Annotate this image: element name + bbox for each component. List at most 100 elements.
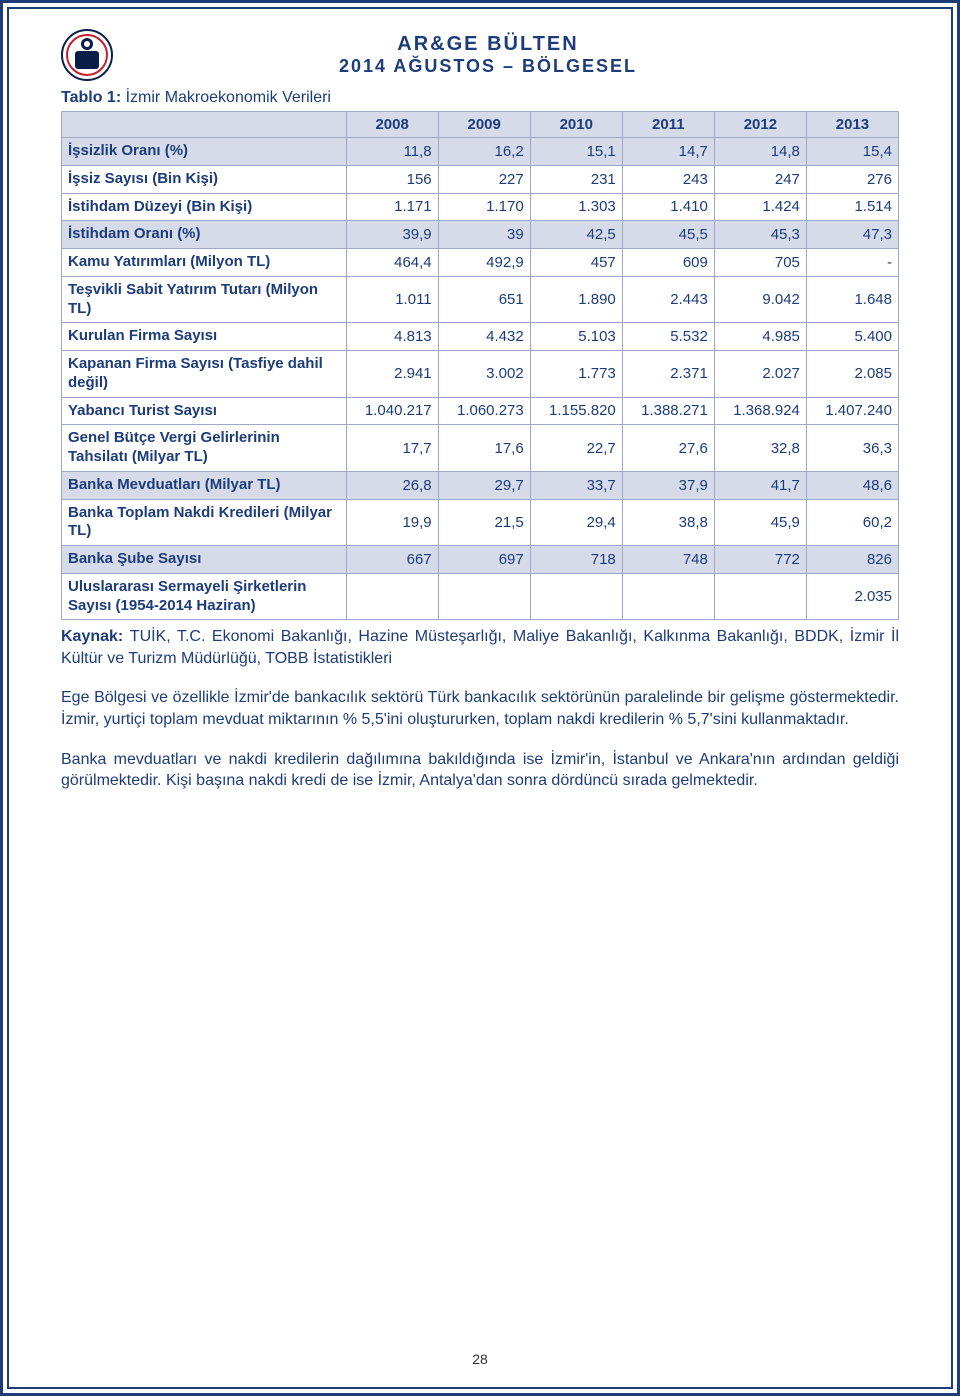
row-value: 464,4 — [346, 249, 438, 277]
source-label: Kaynak: — [61, 628, 130, 645]
row-value: 39,9 — [346, 221, 438, 249]
row-value: 14,7 — [622, 138, 714, 166]
row-value: 4.432 — [438, 323, 530, 351]
row-value: 1.773 — [530, 351, 622, 398]
row-value: 15,4 — [806, 138, 898, 166]
row-value: 231 — [530, 165, 622, 193]
row-label: Banka Toplam Nakdi Kredileri (Milyar TL) — [62, 499, 347, 546]
row-value: 667 — [346, 546, 438, 574]
table-column-header: 2013 — [806, 112, 898, 138]
table-row: Banka Mevduatları (Milyar TL)26,829,733,… — [62, 471, 899, 499]
row-value: 1.155.820 — [530, 397, 622, 425]
source-line: Kaynak: TUİK, T.C. Ekonomi Bakanlığı, Ha… — [61, 626, 899, 669]
row-value: 41,7 — [714, 471, 806, 499]
row-value: 60,2 — [806, 499, 898, 546]
row-value: 1.011 — [346, 276, 438, 323]
table-body: İşsizlik Oranı (%)11,816,215,114,714,815… — [62, 138, 899, 620]
table-row: Kapanan Firma Sayısı (Tasfiye dahil deği… — [62, 351, 899, 398]
row-value: 247 — [714, 165, 806, 193]
row-value: 27,6 — [622, 425, 714, 472]
row-value — [714, 573, 806, 620]
row-value: 45,5 — [622, 221, 714, 249]
row-label: İstihdam Düzeyi (Bin Kişi) — [62, 193, 347, 221]
row-value: 5.103 — [530, 323, 622, 351]
row-value — [346, 573, 438, 620]
row-label: İstihdam Oranı (%) — [62, 221, 347, 249]
row-value: 1.514 — [806, 193, 898, 221]
table-header-row: 200820092010201120122013 — [62, 112, 899, 138]
row-value: 5.532 — [622, 323, 714, 351]
row-value: 2.371 — [622, 351, 714, 398]
data-table: 200820092010201120122013 İşsizlik Oranı … — [61, 111, 899, 620]
row-value: 1.410 — [622, 193, 714, 221]
row-value: 36,3 — [806, 425, 898, 472]
row-value: 651 — [438, 276, 530, 323]
table-column-header: 2009 — [438, 112, 530, 138]
table-title-text: İzmir Makroekonomik Verileri — [126, 89, 331, 106]
row-value: 21,5 — [438, 499, 530, 546]
row-value: 16,2 — [438, 138, 530, 166]
row-label: Kurulan Firma Sayısı — [62, 323, 347, 351]
row-value: 697 — [438, 546, 530, 574]
table-corner-cell — [62, 112, 347, 138]
row-value: 1.388.271 — [622, 397, 714, 425]
row-value: 5.400 — [806, 323, 898, 351]
row-label: Kapanan Firma Sayısı (Tasfiye dahil deği… — [62, 351, 347, 398]
header-title: AR&GE BÜLTEN — [129, 33, 847, 56]
paragraph-2: Banka mevduatları ve nakdi kredilerin da… — [61, 749, 899, 792]
row-value: 22,7 — [530, 425, 622, 472]
row-value: 227 — [438, 165, 530, 193]
row-label: İşsiz Sayısı (Bin Kişi) — [62, 165, 347, 193]
row-label: Teşvikli Sabit Yatırım Tutarı (Milyon TL… — [62, 276, 347, 323]
row-value: - — [806, 249, 898, 277]
row-label: İşsizlik Oranı (%) — [62, 138, 347, 166]
row-value: 15,1 — [530, 138, 622, 166]
table-row: Kurulan Firma Sayısı4.8134.4325.1035.532… — [62, 323, 899, 351]
table-title: Tablo 1: İzmir Makroekonomik Verileri — [61, 89, 899, 107]
header-subtitle: 2014 AĞUSTOS – BÖLGESEL — [129, 56, 847, 77]
row-value — [530, 573, 622, 620]
row-value: 1.424 — [714, 193, 806, 221]
row-value: 29,7 — [438, 471, 530, 499]
row-value: 1.648 — [806, 276, 898, 323]
row-label: Banka Şube Sayısı — [62, 546, 347, 574]
row-value: 39 — [438, 221, 530, 249]
table-row: Uluslararası Sermayeli Şirketlerin Sayıs… — [62, 573, 899, 620]
page-inner-border: AR&GE BÜLTEN 2014 AĞUSTOS – BÖLGESEL Tab… — [7, 7, 953, 1389]
table-column-header: 2011 — [622, 112, 714, 138]
row-value: 826 — [806, 546, 898, 574]
table-row: Yabancı Turist Sayısı1.040.2171.060.2731… — [62, 397, 899, 425]
row-value: 1.890 — [530, 276, 622, 323]
row-value: 17,7 — [346, 425, 438, 472]
row-value: 2.035 — [806, 573, 898, 620]
row-value: 4.985 — [714, 323, 806, 351]
row-label: Yabancı Turist Sayısı — [62, 397, 347, 425]
row-value: 4.813 — [346, 323, 438, 351]
table-row: Banka Toplam Nakdi Kredileri (Milyar TL)… — [62, 499, 899, 546]
table-column-header: 2012 — [714, 112, 806, 138]
header-text: AR&GE BÜLTEN 2014 AĞUSTOS – BÖLGESEL — [129, 33, 899, 77]
paragraph-1: Ege Bölgesi ve özellikle İzmir'de bankac… — [61, 687, 899, 730]
row-value: 772 — [714, 546, 806, 574]
table-row: İstihdam Oranı (%)39,93942,545,545,347,3 — [62, 221, 899, 249]
row-value: 2.085 — [806, 351, 898, 398]
row-value: 26,8 — [346, 471, 438, 499]
row-value: 45,3 — [714, 221, 806, 249]
row-value: 47,3 — [806, 221, 898, 249]
row-value: 42,5 — [530, 221, 622, 249]
page-number: 28 — [9, 1351, 951, 1367]
row-value: 37,9 — [622, 471, 714, 499]
row-label: Banka Mevduatları (Milyar TL) — [62, 471, 347, 499]
row-value: 45,9 — [714, 499, 806, 546]
row-label: Kamu Yatırımları (Milyon TL) — [62, 249, 347, 277]
row-label: Genel Bütçe Vergi Gelirlerinin Tahsilatı… — [62, 425, 347, 472]
table-row: Kamu Yatırımları (Milyon TL)464,4492,945… — [62, 249, 899, 277]
row-value: 19,9 — [346, 499, 438, 546]
row-value: 2.443 — [622, 276, 714, 323]
row-value: 609 — [622, 249, 714, 277]
row-value: 492,9 — [438, 249, 530, 277]
row-value — [438, 573, 530, 620]
row-value: 17,6 — [438, 425, 530, 472]
row-value: 718 — [530, 546, 622, 574]
page-header: AR&GE BÜLTEN 2014 AĞUSTOS – BÖLGESEL — [61, 29, 899, 81]
